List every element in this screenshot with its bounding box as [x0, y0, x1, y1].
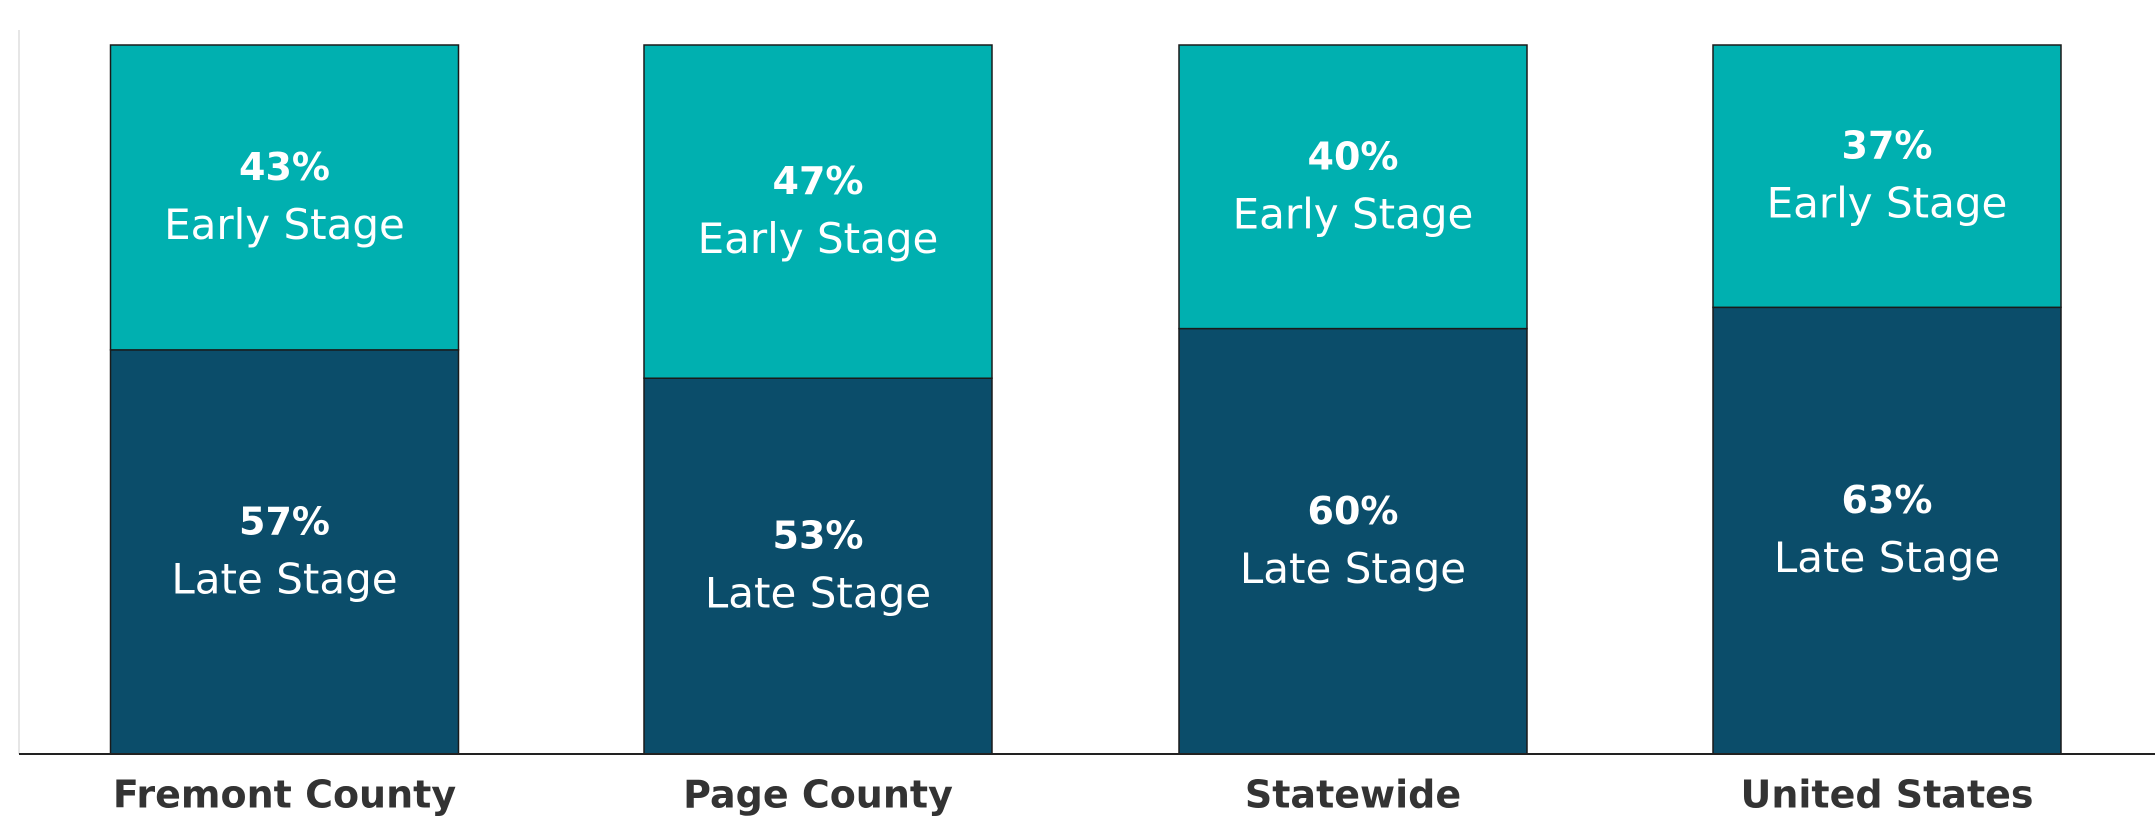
data-label: 53% — [773, 514, 864, 558]
x-tick-label: Fremont County — [113, 773, 456, 817]
data-label: 63% — [1842, 478, 1933, 522]
data-label: 60% — [1308, 489, 1399, 533]
x-tick-label: Statewide — [1245, 773, 1461, 817]
bar-segment — [109, 349, 460, 755]
data-label: 40% — [1308, 134, 1399, 178]
segment-name: Early Stage — [698, 214, 939, 263]
bar-segment — [109, 44, 460, 351]
bar-segment — [1712, 44, 2062, 309]
segment-name: Late Stage — [1774, 533, 2000, 582]
segment-name: Early Stage — [1767, 179, 2008, 228]
data-label: 37% — [1842, 124, 1933, 168]
bar-segment — [643, 377, 993, 755]
x-tick-label: Page County — [683, 773, 953, 817]
segment-name: Late Stage — [171, 554, 397, 603]
bar-segment — [1178, 327, 1528, 755]
segment-name: Early Stage — [164, 200, 405, 249]
data-label: 47% — [773, 159, 864, 203]
data-label: 43% — [239, 145, 330, 189]
bar-segment — [1178, 44, 1528, 330]
segment-name: Late Stage — [1240, 544, 1466, 593]
data-label: 57% — [239, 499, 330, 543]
segment-name: Late Stage — [705, 569, 931, 618]
bar-segment — [643, 44, 993, 379]
x-tick-label: United States — [1740, 773, 2033, 817]
segment-name: Early Stage — [1233, 189, 1474, 238]
bar-segment — [1712, 306, 2062, 755]
